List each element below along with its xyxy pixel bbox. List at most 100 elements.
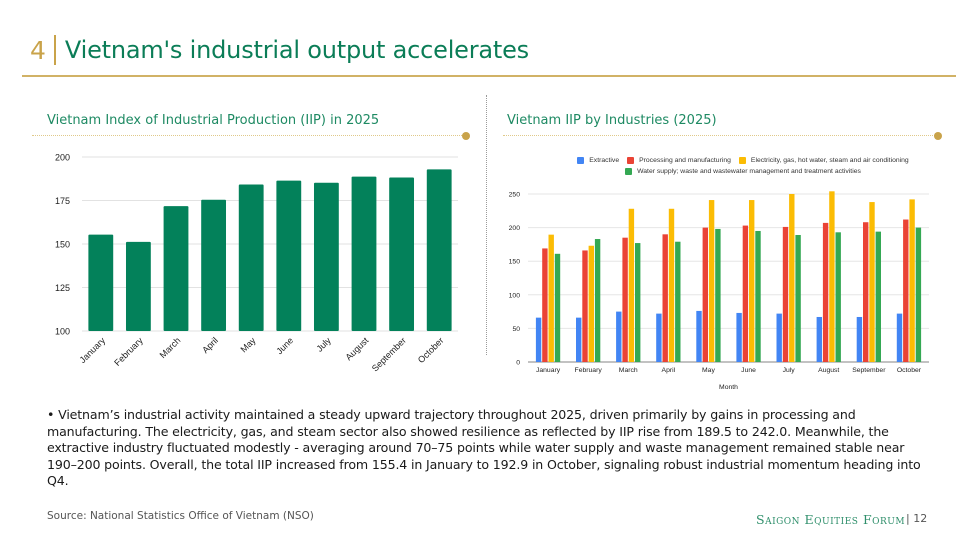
legend-item-extractive: Extractive — [577, 155, 619, 166]
page-number: | 12 — [906, 512, 928, 525]
y-tick-label: 175 — [55, 196, 70, 206]
legend-swatch-icon — [577, 157, 585, 164]
legend-label: Extractive — [589, 157, 620, 164]
left-section-dot — [462, 132, 470, 140]
bar — [594, 239, 601, 362]
bar — [863, 222, 869, 362]
bar — [816, 316, 822, 362]
bar — [822, 222, 829, 362]
bar — [662, 234, 668, 362]
bar — [582, 250, 588, 362]
bar — [835, 232, 841, 362]
section-number: 4 — [30, 35, 46, 65]
x-tick-label: January — [536, 367, 561, 374]
bar — [742, 225, 749, 362]
bar — [548, 234, 554, 362]
iip-total-chart: 100 125 150 175 200 January February March April… — [55, 153, 458, 374]
bar — [909, 199, 915, 362]
x-tick-label: June — [274, 335, 295, 356]
left-section-rule — [32, 135, 462, 136]
legend-item-processing: Processing and manufacturing — [627, 155, 731, 166]
bar — [789, 194, 795, 362]
bar — [588, 245, 594, 362]
y-tick-label: 125 — [55, 283, 70, 293]
bar — [616, 311, 622, 362]
bar — [896, 313, 903, 362]
bar — [702, 227, 708, 362]
y-tick-label: 150 — [55, 240, 70, 250]
brand-logo-text: Saigon Equities Forum — [756, 512, 906, 527]
bar — [696, 310, 702, 362]
bar — [276, 180, 302, 331]
y-tick-label: 50 — [512, 326, 520, 333]
left-chart-title: Vietnam Index of Industrial Production (… — [47, 113, 380, 128]
x-tick-label: September — [852, 367, 886, 374]
bar — [856, 316, 863, 362]
bar — [554, 253, 561, 362]
bar — [535, 317, 542, 362]
x-axis-title: Month — [719, 384, 738, 391]
y-tick-label: 150 — [509, 259, 521, 266]
legend-swatch-icon — [625, 168, 633, 175]
bar — [656, 313, 662, 362]
legend-item-electricity: Electricity, gas, hot water, steam and a… — [738, 155, 909, 166]
bar — [715, 228, 721, 362]
x-tick-label: August — [344, 335, 371, 362]
x-tick-label: August — [818, 367, 839, 374]
page-number-value: 12 — [913, 512, 928, 525]
x-tick-label: July — [783, 367, 796, 374]
x-tick-label: October — [416, 335, 446, 365]
legend-label: Water supply; waste and wastewater manag… — [637, 168, 861, 175]
bar — [542, 248, 548, 362]
bar — [903, 219, 909, 362]
right-chart-title: Vietnam IIP by Industries (2025) — [507, 113, 717, 128]
right-section-dot — [934, 132, 942, 140]
x-tick-label: February — [575, 367, 603, 374]
x-tick-label: April — [200, 335, 220, 355]
title-divider — [53, 35, 56, 65]
x-tick-label: October — [897, 367, 922, 374]
bar — [628, 208, 635, 362]
legend-swatch-icon — [738, 157, 746, 164]
y-tick-label: 200 — [509, 225, 521, 232]
bar — [708, 200, 715, 362]
bar — [782, 226, 789, 362]
y-tick-label: 100 — [509, 292, 521, 299]
right-section-rule — [503, 135, 935, 136]
bar — [875, 231, 881, 362]
y-tick-label: 250 — [509, 192, 521, 199]
bar — [622, 237, 628, 362]
slide-title: 4 Vietnam's industrial output accelerate… — [30, 32, 529, 68]
column-divider — [486, 95, 487, 355]
x-tick-label: July — [314, 335, 333, 354]
x-tick-label: April — [662, 367, 676, 374]
x-tick-label: May — [239, 335, 258, 354]
bar — [675, 241, 681, 362]
x-tick-label: March — [619, 367, 638, 374]
bar — [313, 182, 339, 331]
bar — [576, 317, 582, 362]
x-tick-label: January — [77, 335, 107, 365]
legend-swatch-icon — [627, 157, 635, 164]
bar — [201, 199, 227, 331]
chart-legend: Extractive Processing and manufacturing … — [553, 155, 933, 177]
bar — [776, 313, 782, 362]
bar — [635, 243, 641, 362]
bar — [88, 234, 114, 331]
y-tick-label: 100 — [55, 327, 70, 337]
iip-by-industry-chart: 0 50 100 150 200 250 January February March April… — [509, 191, 929, 391]
bar — [351, 176, 377, 331]
legend-item-water: Water supply; waste and wastewater manag… — [625, 166, 861, 177]
bar — [238, 184, 264, 331]
y-tick-label: 200 — [55, 153, 70, 163]
bar — [829, 191, 835, 362]
y-tick-label: 0 — [516, 360, 520, 367]
source-note: Source: National Statistics Office of Vi… — [47, 510, 314, 522]
x-tick-label: June — [741, 367, 756, 374]
x-tick-label: May — [702, 367, 715, 374]
title-underline — [22, 75, 956, 77]
x-tick-label: February — [112, 335, 145, 368]
bar — [426, 169, 452, 331]
page-title: Vietnam's industrial output accelerates — [64, 36, 529, 64]
bar — [749, 200, 755, 362]
